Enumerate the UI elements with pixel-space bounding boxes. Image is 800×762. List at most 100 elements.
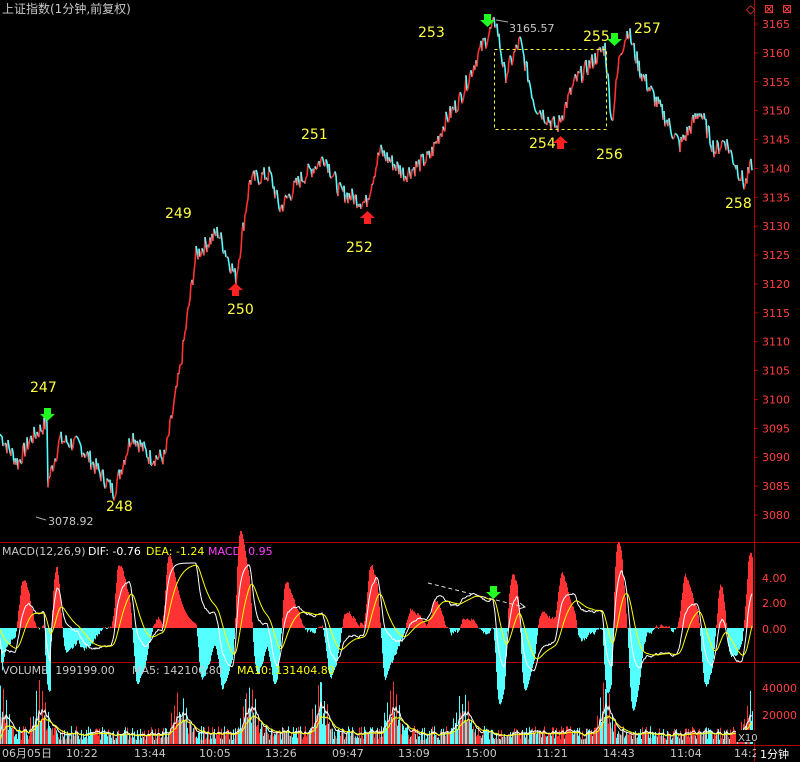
price-segment: [319, 158, 322, 167]
price-segment: [71, 447, 74, 451]
price-segment: [165, 438, 168, 452]
price-segment: [515, 44, 518, 48]
price-segment: [264, 177, 267, 181]
price-segment: [595, 62, 598, 65]
price-segment: [286, 196, 289, 199]
price-segment: [282, 204, 285, 212]
price-segment: [129, 443, 132, 448]
price-segment: [608, 86, 611, 110]
volume-ma5: MA5: 142100.80: [132, 664, 223, 677]
price-tick-label: 3145: [762, 134, 790, 147]
price-segment: [610, 116, 613, 121]
volume-ma-lines: [0, 702, 753, 739]
period-label[interactable]: 1分钟: [760, 747, 789, 761]
price-segment: [612, 108, 615, 121]
wave-label: 251: [301, 127, 328, 143]
price-segment: [98, 469, 101, 474]
price-segment: [72, 438, 75, 448]
price-series: [0, 16, 753, 501]
macd-tick: 4.00: [762, 572, 787, 585]
price-segment: [677, 136, 680, 141]
price-segment: [486, 38, 489, 45]
price-segment: [528, 79, 531, 85]
price-segment: [651, 87, 654, 91]
price-segment: [290, 197, 293, 201]
settings-icon[interactable]: ⊠: [764, 2, 774, 16]
price-segment: [500, 53, 503, 63]
price-segment: [406, 172, 409, 183]
price-segment: [445, 111, 448, 118]
volume-tick: 20000: [762, 709, 797, 722]
price-segment: [532, 98, 535, 106]
buy-arrow-icon: [360, 211, 375, 224]
price-segment: [274, 191, 277, 199]
price-segment: [1, 436, 4, 447]
price-segment: [116, 472, 119, 482]
price-segment: [277, 199, 280, 209]
price-segment: [503, 61, 506, 68]
period-tab[interactable]: [756, 746, 800, 762]
price-segment: [19, 459, 22, 464]
price-segment: [376, 152, 379, 166]
time-label: 13:44: [134, 747, 166, 760]
price-segment: [454, 100, 457, 113]
buy-arrow-icon: [553, 136, 568, 149]
restore-icon[interactable]: ◇: [746, 2, 756, 16]
price-segment: [369, 190, 372, 196]
time-label: 11:21: [536, 747, 568, 760]
macd-axis: 4.00 2.00 0.00: [762, 572, 787, 636]
price-segment: [591, 54, 594, 69]
price-segment: [614, 80, 617, 98]
price-segment: [718, 148, 721, 155]
price-segment: [57, 440, 60, 449]
price-segment: [410, 169, 413, 179]
price-segment: [566, 94, 569, 109]
price-segment: [240, 231, 243, 251]
window-controls[interactable]: ◇ ⊠ ⊠: [746, 2, 792, 16]
price-segment: [716, 140, 719, 144]
price-segment: [506, 72, 509, 76]
price-segment: [47, 476, 50, 488]
price-segment: [572, 79, 575, 86]
price-segment: [76, 436, 79, 439]
price-segment: [404, 175, 407, 178]
price-segment: [512, 51, 515, 61]
price-segment: [600, 49, 603, 53]
price-segment: [672, 137, 675, 140]
price-segment: [330, 176, 333, 179]
price-axis: 3165 3160 3155 3150 3145 3140 3135 3130 3125 3120…: [754, 18, 790, 522]
price-tick-label: 3160: [762, 47, 790, 60]
price-segment: [226, 256, 229, 259]
price-segment: [688, 125, 691, 128]
price-segment: [213, 228, 216, 234]
price-segment: [715, 140, 718, 154]
wave-label: 247: [30, 380, 57, 396]
volume-tick: 40000: [762, 682, 797, 695]
price-segment: [468, 73, 471, 83]
price-segment: [652, 89, 655, 94]
price-segment: [111, 483, 114, 497]
price-segment: [60, 431, 63, 444]
price-segment: [171, 410, 174, 419]
price-segment: [720, 140, 723, 149]
close-icon[interactable]: ⊠: [782, 2, 792, 16]
price-segment: [507, 60, 510, 73]
time-label: 10:22: [66, 747, 98, 760]
high-pointer: [495, 19, 509, 23]
price-segment: [361, 201, 364, 206]
price-segment: [622, 47, 625, 52]
price-segment: [499, 48, 502, 54]
price-segment: [337, 182, 340, 197]
macd-dea: DEA: -1.24: [146, 545, 204, 558]
price-segment: [517, 37, 520, 50]
price-segment: [49, 466, 52, 478]
price-segment: [457, 96, 460, 112]
wave-labels: 247 248 249 250 251 252 253 254 255 256 …: [30, 21, 752, 515]
time-label: 11:04: [670, 747, 702, 760]
price-segment: [263, 167, 266, 180]
time-label: 06月05日: [2, 747, 52, 760]
macd-tick: 2.00: [762, 597, 787, 610]
price-segment: [442, 126, 445, 130]
price-segment: [339, 182, 342, 186]
